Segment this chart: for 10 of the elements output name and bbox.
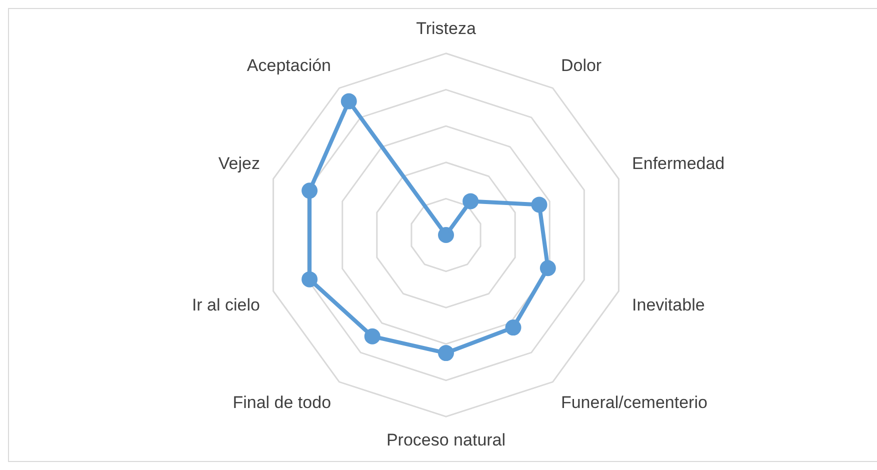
spoke-label: Proceso natural xyxy=(386,430,506,450)
spoke-label: Final de todo xyxy=(232,393,332,412)
spoke-label: Aceptación xyxy=(246,56,332,76)
spoke-label: Enfermedad xyxy=(632,154,725,174)
spoke-label: Funeral/cementerio xyxy=(560,393,708,412)
spoke-label: Tristeza xyxy=(416,18,476,38)
spoke-label: Dolor xyxy=(560,56,602,76)
spoke-label: Vejez xyxy=(218,154,260,174)
spoke-label: Inevitable xyxy=(632,295,705,314)
spoke-label: Ir al cielo xyxy=(192,295,260,314)
